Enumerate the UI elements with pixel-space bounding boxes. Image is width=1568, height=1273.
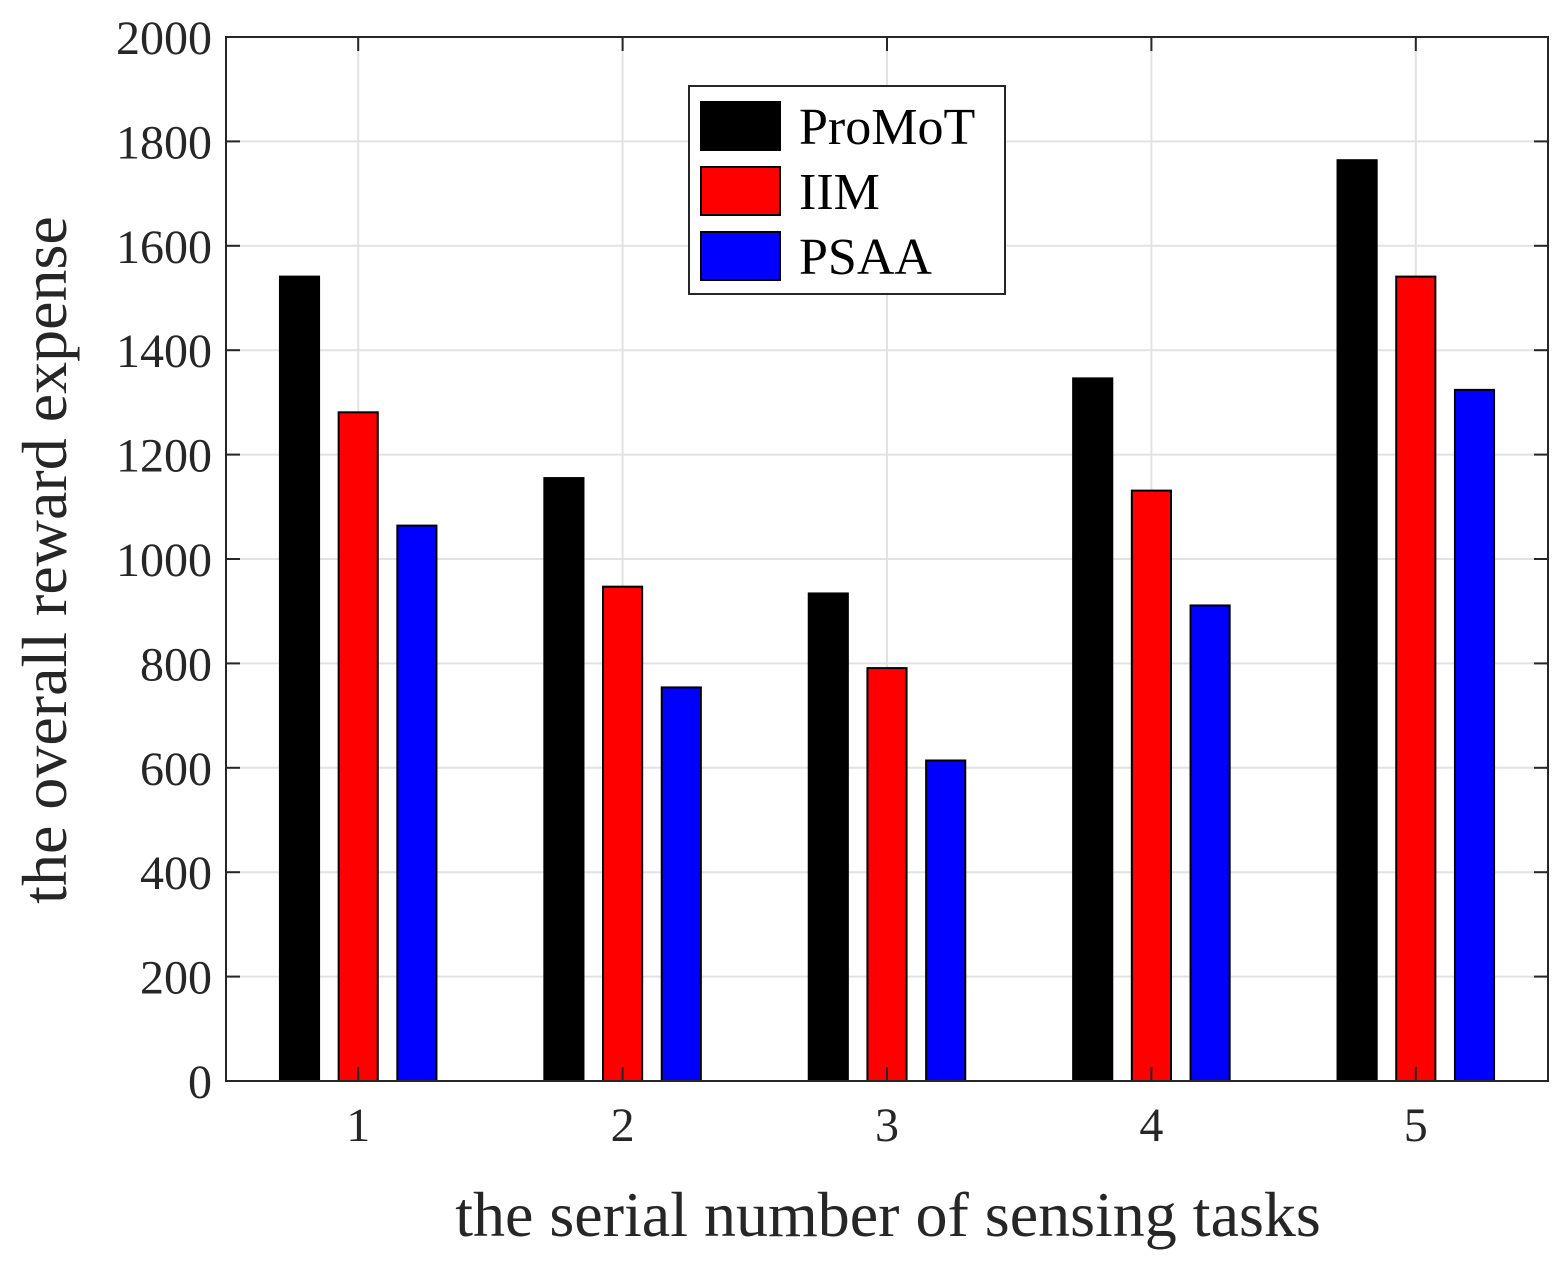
x-tick-label: 4 — [1139, 1099, 1163, 1152]
legend-swatch-psaa — [700, 231, 781, 281]
legend-swatch-iim — [700, 166, 781, 216]
y-tick-label: 200 — [140, 952, 212, 1005]
legend-label-iim: IIM — [799, 164, 880, 221]
bar-promot-2 — [543, 477, 585, 1082]
plot-area-box — [225, 36, 1549, 1082]
bar-psaa-2 — [660, 686, 702, 1082]
x-tick-labels: 1 2 3 4 5 — [346, 1099, 1428, 1152]
bar-promot-5 — [1336, 159, 1378, 1082]
x-tick-label: 2 — [611, 1099, 635, 1152]
y-tick-label: 1800 — [116, 116, 212, 169]
bar-psaa-5 — [1453, 388, 1496, 1082]
y-tick-label: 1000 — [116, 534, 212, 587]
legend-label-psaa: PSAA — [799, 229, 932, 286]
y-tick-label: 800 — [140, 638, 212, 691]
y-tick-label: 400 — [140, 847, 212, 900]
x-tick-label: 3 — [875, 1099, 899, 1152]
bar-promot-3 — [807, 592, 849, 1083]
y-tick-label: 1400 — [116, 325, 212, 378]
x-tick-label: 5 — [1404, 1099, 1428, 1152]
bar-iim-5 — [1395, 275, 1437, 1082]
y-tick-label: 1200 — [116, 430, 212, 483]
legend: ProMoT IIM PSAA — [688, 85, 1006, 295]
bar-iim-4 — [1130, 489, 1172, 1083]
axes — [225, 36, 1549, 1082]
bar-psaa-4 — [1189, 604, 1231, 1082]
y-tick-label: 0 — [188, 1056, 212, 1109]
bar-iim-1 — [337, 411, 379, 1082]
x-axis-label: the serial number of sensing tasks — [455, 1179, 1321, 1250]
bar-iim-3 — [866, 667, 908, 1083]
bar-promot-1 — [278, 275, 321, 1082]
bar-psaa-3 — [925, 759, 967, 1082]
legend-label-promot: ProMoT — [799, 99, 975, 156]
y-tick-label: 600 — [140, 743, 212, 796]
bar-iim-2 — [602, 585, 644, 1083]
legend-swatch-promot — [700, 101, 781, 151]
y-tick-label: 1600 — [116, 221, 212, 274]
bar-promot-4 — [1072, 377, 1114, 1082]
bars — [278, 159, 1496, 1083]
x-tick-label: 1 — [346, 1099, 370, 1152]
y-axis-label: the overall reward expense — [9, 216, 80, 904]
bar-psaa-1 — [396, 524, 438, 1082]
y-tick-label: 2000 — [116, 12, 212, 65]
y-tick-labels: 0 200 400 600 800 1000 1200 1400 1600 1800 2000 — [116, 12, 212, 1109]
